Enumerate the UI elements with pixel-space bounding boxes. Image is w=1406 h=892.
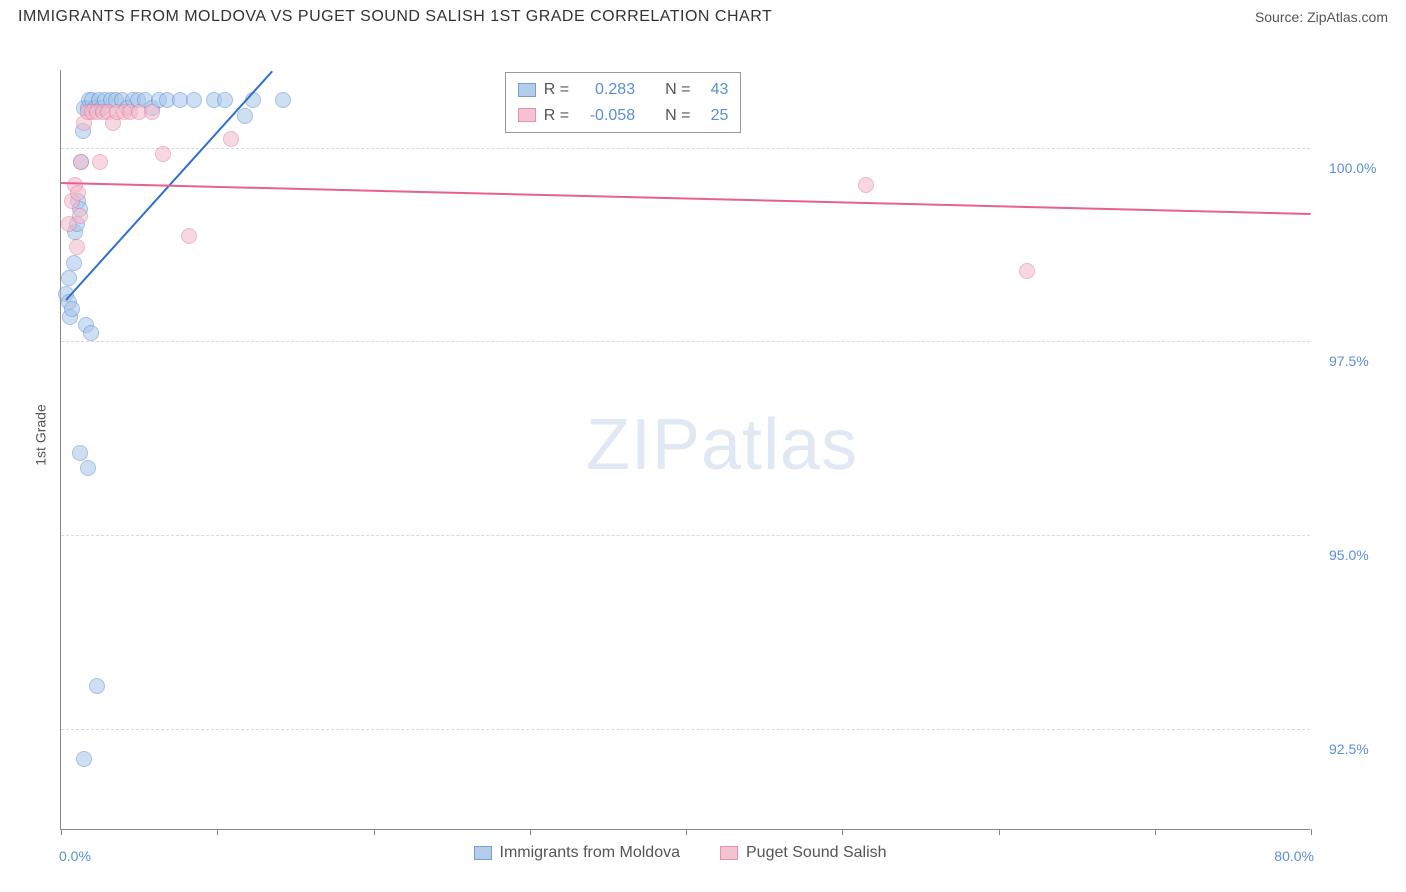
n-value: 43: [698, 77, 728, 103]
watermark: ZIPatlas: [586, 404, 858, 486]
x-tick: [1155, 829, 1156, 835]
gridline: [61, 148, 1310, 149]
x-tick: [686, 829, 687, 835]
gridline: [61, 341, 1310, 342]
y-axis-label: 1st Grade: [33, 404, 49, 465]
data-point: [72, 208, 88, 224]
data-point: [64, 301, 80, 317]
series-legend-label: Immigrants from Moldova: [500, 844, 681, 862]
data-point: [223, 131, 239, 147]
series-legend-item: Immigrants from Moldova: [474, 844, 681, 862]
source-credit: Source: ZipAtlas.com: [1255, 9, 1388, 25]
gridline: [61, 535, 1310, 536]
data-point: [61, 270, 77, 286]
r-value: -0.058: [577, 103, 635, 129]
chart-area: 1st Grade 92.5%95.0%97.5%100.0%0.0%80.0%…: [18, 30, 1380, 840]
data-point: [70, 185, 86, 201]
data-point: [89, 678, 105, 694]
data-point: [69, 239, 85, 255]
y-tick-label: 92.5%: [1329, 741, 1369, 757]
x-tick: [530, 829, 531, 835]
stats-legend-row: R =-0.058N =25: [518, 103, 729, 129]
stats-legend-row: R =0.283N =43: [518, 77, 729, 103]
data-point: [237, 108, 253, 124]
chart-header: IMMIGRANTS FROM MOLDOVA VS PUGET SOUND S…: [0, 0, 1406, 30]
legend-swatch: [518, 108, 536, 122]
x-tick: [999, 829, 1000, 835]
regression-line: [61, 182, 1311, 215]
data-point: [144, 104, 160, 120]
chart-title: IMMIGRANTS FROM MOLDOVA VS PUGET SOUND S…: [18, 8, 772, 26]
data-point: [181, 228, 197, 244]
n-value: 25: [698, 103, 728, 129]
x-tick-label: 0.0%: [59, 848, 91, 864]
stats-legend: R =0.283N =43R =-0.058N =25: [505, 72, 742, 133]
data-point: [186, 92, 202, 108]
data-point: [66, 255, 82, 271]
x-tick: [1311, 829, 1312, 835]
data-point: [275, 92, 291, 108]
data-point: [92, 154, 108, 170]
data-point: [72, 445, 88, 461]
y-tick-label: 100.0%: [1329, 160, 1376, 176]
x-tick: [842, 829, 843, 835]
data-point: [76, 751, 92, 767]
x-tick-label: 80.0%: [1274, 848, 1314, 864]
series-legend: Immigrants from Moldova Puget Sound Salis…: [474, 844, 887, 862]
data-point: [73, 154, 89, 170]
source-link[interactable]: ZipAtlas.com: [1307, 9, 1388, 25]
legend-swatch: [474, 846, 492, 860]
data-point: [80, 460, 96, 476]
data-point: [858, 177, 874, 193]
y-tick-label: 95.0%: [1329, 547, 1369, 563]
y-tick-label: 97.5%: [1329, 353, 1369, 369]
data-point: [83, 325, 99, 341]
r-value: 0.283: [577, 77, 635, 103]
series-legend-label: Puget Sound Salish: [746, 844, 887, 862]
data-point: [155, 146, 171, 162]
legend-swatch: [720, 846, 738, 860]
data-point: [1019, 263, 1035, 279]
x-tick: [217, 829, 218, 835]
series-legend-item: Puget Sound Salish: [720, 844, 887, 862]
x-tick: [374, 829, 375, 835]
legend-swatch: [518, 83, 536, 97]
plot-area: 92.5%95.0%97.5%100.0%0.0%80.0%ZIPatlasR …: [60, 70, 1310, 830]
data-point: [217, 92, 233, 108]
gridline: [61, 729, 1310, 730]
x-tick: [61, 829, 62, 835]
